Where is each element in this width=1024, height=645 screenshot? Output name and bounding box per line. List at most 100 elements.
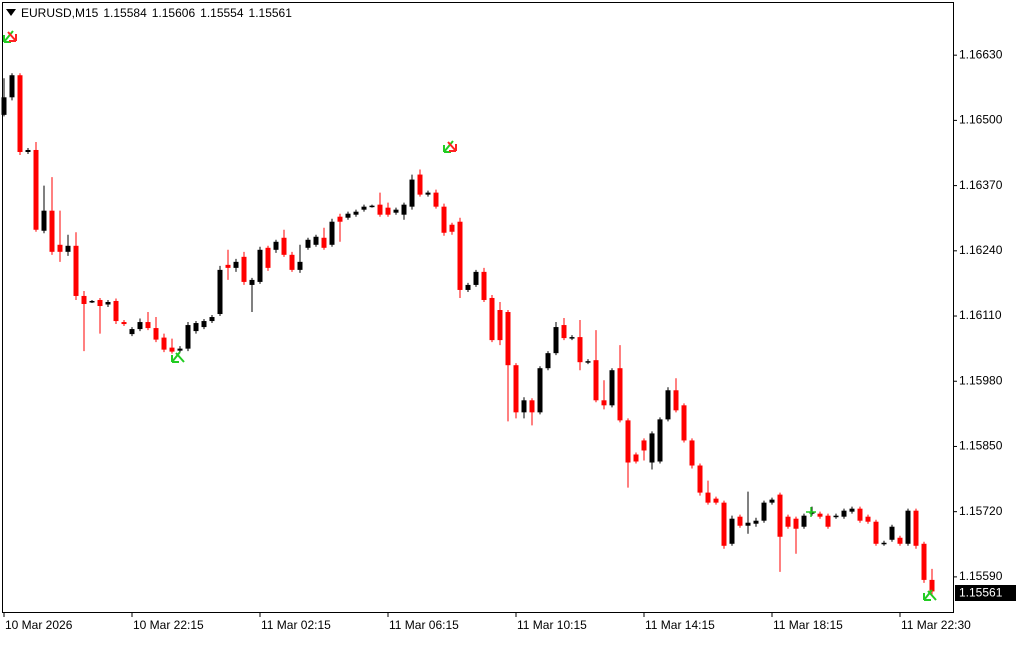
last-close: 1.15561 [248, 6, 292, 20]
candle-body [801, 515, 807, 527]
y-tick-label: 1.15850 [959, 439, 1003, 453]
candle-body [473, 271, 479, 285]
price-tag-label: 1.15561 [959, 586, 1003, 600]
candle-body [49, 210, 55, 252]
candles [1, 73, 935, 595]
candle-body [65, 245, 71, 252]
candle-body [153, 328, 159, 340]
candle-body [753, 520, 759, 524]
candle-body [313, 236, 319, 245]
candle-body [873, 521, 879, 544]
candle-body [537, 368, 543, 413]
candle-body [121, 322, 127, 325]
candle-body [633, 454, 639, 462]
candle-body [785, 516, 791, 527]
candle-body [81, 295, 87, 304]
candle-body [305, 239, 311, 248]
candle-body [729, 518, 735, 544]
plot-frame [2, 2, 954, 613]
candle-body [497, 310, 503, 341]
y-tick-label: 1.15980 [959, 373, 1003, 387]
candle-body [721, 502, 727, 546]
candle-body [137, 322, 143, 330]
candle-body [457, 221, 463, 290]
candle-body [281, 237, 287, 255]
candle-body [817, 513, 823, 517]
y-tick-label: 1.16630 [959, 47, 1003, 61]
candle-body [905, 510, 911, 544]
signal-cross [806, 507, 816, 517]
candle-body [857, 508, 863, 521]
candle-body [177, 348, 183, 351]
candle-body [569, 337, 575, 339]
candle-body [393, 209, 399, 213]
candle-body [353, 211, 359, 215]
candle-body [33, 149, 39, 230]
candle-body [545, 353, 551, 369]
x-tick-label: 11 Mar 18:15 [773, 618, 843, 632]
arrow-down [447, 141, 457, 152]
candle-body [345, 213, 351, 218]
candle-body [369, 205, 375, 208]
candle-body [449, 224, 455, 232]
candle-body [665, 390, 671, 420]
candle-body [233, 261, 239, 268]
arrow-up [171, 351, 185, 363]
candle-body [505, 312, 511, 366]
candle-body [409, 179, 415, 207]
candle-body [481, 271, 487, 300]
candle-body [225, 264, 231, 268]
x-tick-label: 11 Mar 10:15 [517, 618, 587, 632]
candle-body [897, 537, 903, 544]
y-tick-label: 1.15720 [959, 504, 1003, 518]
candle-body [73, 245, 79, 296]
x-tick-label: 11 Mar 06:15 [389, 618, 459, 632]
candle-body [57, 244, 63, 252]
candle-body [361, 206, 367, 210]
candle-body [209, 317, 215, 322]
candle-body [89, 300, 95, 303]
candle-body [561, 325, 567, 339]
candle-body [705, 492, 711, 503]
candle-body [641, 440, 647, 451]
candle-body [585, 361, 591, 363]
candle-body [609, 370, 615, 406]
candle-body [649, 433, 655, 463]
candle-body [193, 323, 199, 332]
candle-body [25, 149, 31, 152]
candle-body [617, 368, 623, 421]
candle-body [529, 400, 535, 413]
candle-body [673, 390, 679, 411]
candle-body [9, 75, 15, 98]
candle-body [521, 400, 527, 413]
y-tick-label: 1.16240 [959, 243, 1003, 257]
candle-body [201, 321, 207, 328]
candle-body [833, 515, 839, 518]
x-tick-label: 11 Mar 14:15 [645, 618, 715, 632]
candle-body [761, 502, 767, 521]
arrow-up [923, 589, 937, 601]
candle-body [849, 508, 855, 512]
candle-body [241, 256, 247, 282]
candle-body [129, 329, 135, 335]
candle-body [97, 299, 103, 306]
candle-body [777, 494, 783, 537]
candle-body [737, 516, 743, 526]
candle-body [881, 542, 887, 545]
candle-body [657, 419, 663, 462]
candle-body [105, 301, 111, 305]
candle-body [825, 515, 831, 527]
candle-body [113, 300, 119, 322]
candle-body [377, 204, 383, 215]
candle-body [793, 518, 799, 529]
last-open: 1.15584 [103, 6, 147, 20]
candle-body [577, 337, 583, 363]
candle-body [185, 325, 191, 349]
candle-body [553, 327, 559, 354]
candle-body [321, 237, 327, 248]
y-tick-label: 1.16500 [959, 113, 1003, 127]
candle-body [289, 254, 295, 270]
